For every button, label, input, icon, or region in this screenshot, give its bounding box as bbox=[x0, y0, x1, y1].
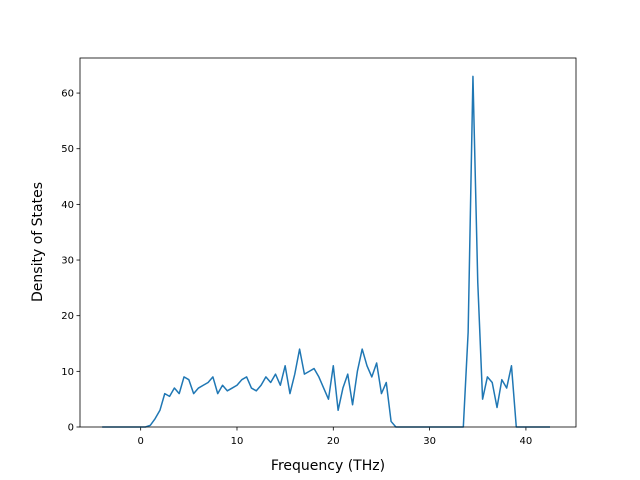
y-tick-label: 30 bbox=[61, 256, 74, 267]
x-tick-label: 40 bbox=[520, 436, 533, 447]
x-axis-label: Frequency (THz) bbox=[271, 458, 385, 474]
x-tick-label: 0 bbox=[137, 436, 143, 447]
data-line bbox=[102, 75, 550, 428]
x-tick-label: 10 bbox=[231, 436, 244, 447]
x-tick-label: 20 bbox=[327, 436, 340, 447]
y-tick-label: 50 bbox=[61, 144, 74, 155]
y-tick-label: 10 bbox=[61, 367, 74, 378]
y-tick-label: 0 bbox=[68, 423, 74, 434]
y-tick-label: 40 bbox=[61, 200, 74, 211]
y-axis-label: Density of States bbox=[30, 182, 46, 302]
x-tick-label: 30 bbox=[423, 436, 436, 447]
y-tick-label: 20 bbox=[61, 311, 74, 322]
y-tick-label: 60 bbox=[61, 89, 74, 100]
axes-frame bbox=[79, 57, 577, 428]
